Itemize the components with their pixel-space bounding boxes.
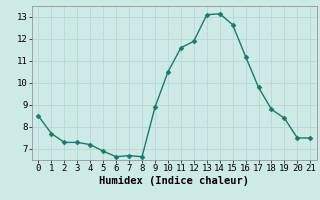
X-axis label: Humidex (Indice chaleur): Humidex (Indice chaleur) [100,176,249,186]
